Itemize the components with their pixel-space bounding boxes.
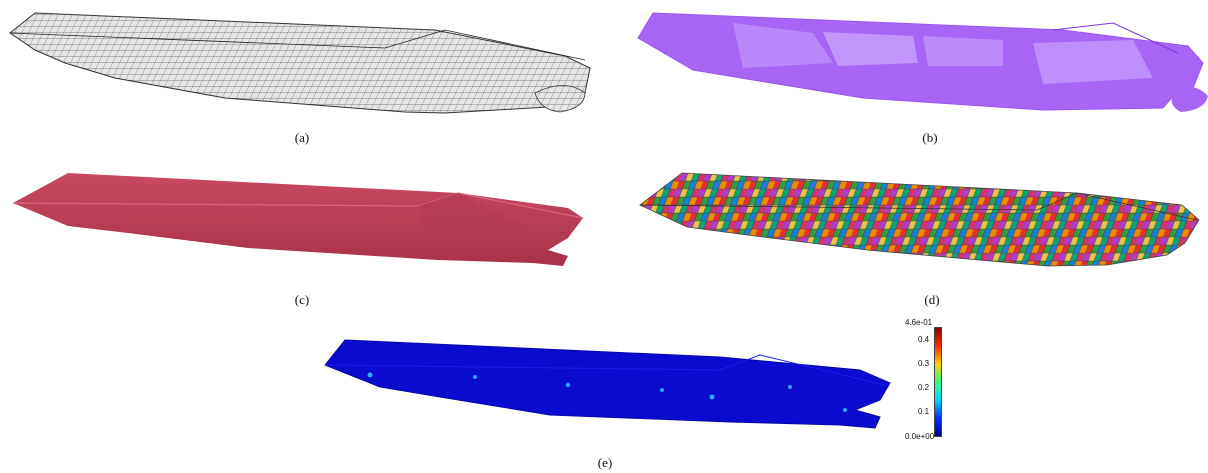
colorbar-tick-0-4: 0.4 xyxy=(918,335,930,344)
panel-b-translucent-hull xyxy=(633,8,1208,128)
panel-e-error-hull xyxy=(320,335,895,445)
colorbar-min-label: 0.0e+00 xyxy=(905,432,935,441)
error-hull-graphic xyxy=(324,339,891,429)
panel-d-partition-hull xyxy=(637,165,1207,280)
caption-e: (e) xyxy=(597,455,613,470)
caption-c: (c) xyxy=(294,292,310,307)
wireframe-hull-graphic xyxy=(9,12,591,114)
caption-b: (b) xyxy=(922,130,938,145)
partition-hull-graphic xyxy=(639,172,1200,267)
caption-d: (d) xyxy=(924,292,940,307)
colorbar-tick-0-2: 0.2 xyxy=(918,383,930,392)
colorbar-max-label: 4.6e-01 xyxy=(905,318,933,327)
colorbar-gradient xyxy=(934,327,942,437)
colorbar: 4.6e-01 0.4 0.3 0.2 0.1 0.0e+00 xyxy=(905,318,955,443)
panel-c-shaded-hull xyxy=(8,168,593,278)
translucent-hull-graphic xyxy=(637,12,1208,112)
panel-a-wireframe-hull xyxy=(5,8,595,128)
caption-a: (a) xyxy=(294,130,310,145)
shaded-hull-graphic xyxy=(12,173,584,266)
colorbar-tick-0-1: 0.1 xyxy=(918,407,930,416)
colorbar-tick-0-3: 0.3 xyxy=(918,359,930,368)
